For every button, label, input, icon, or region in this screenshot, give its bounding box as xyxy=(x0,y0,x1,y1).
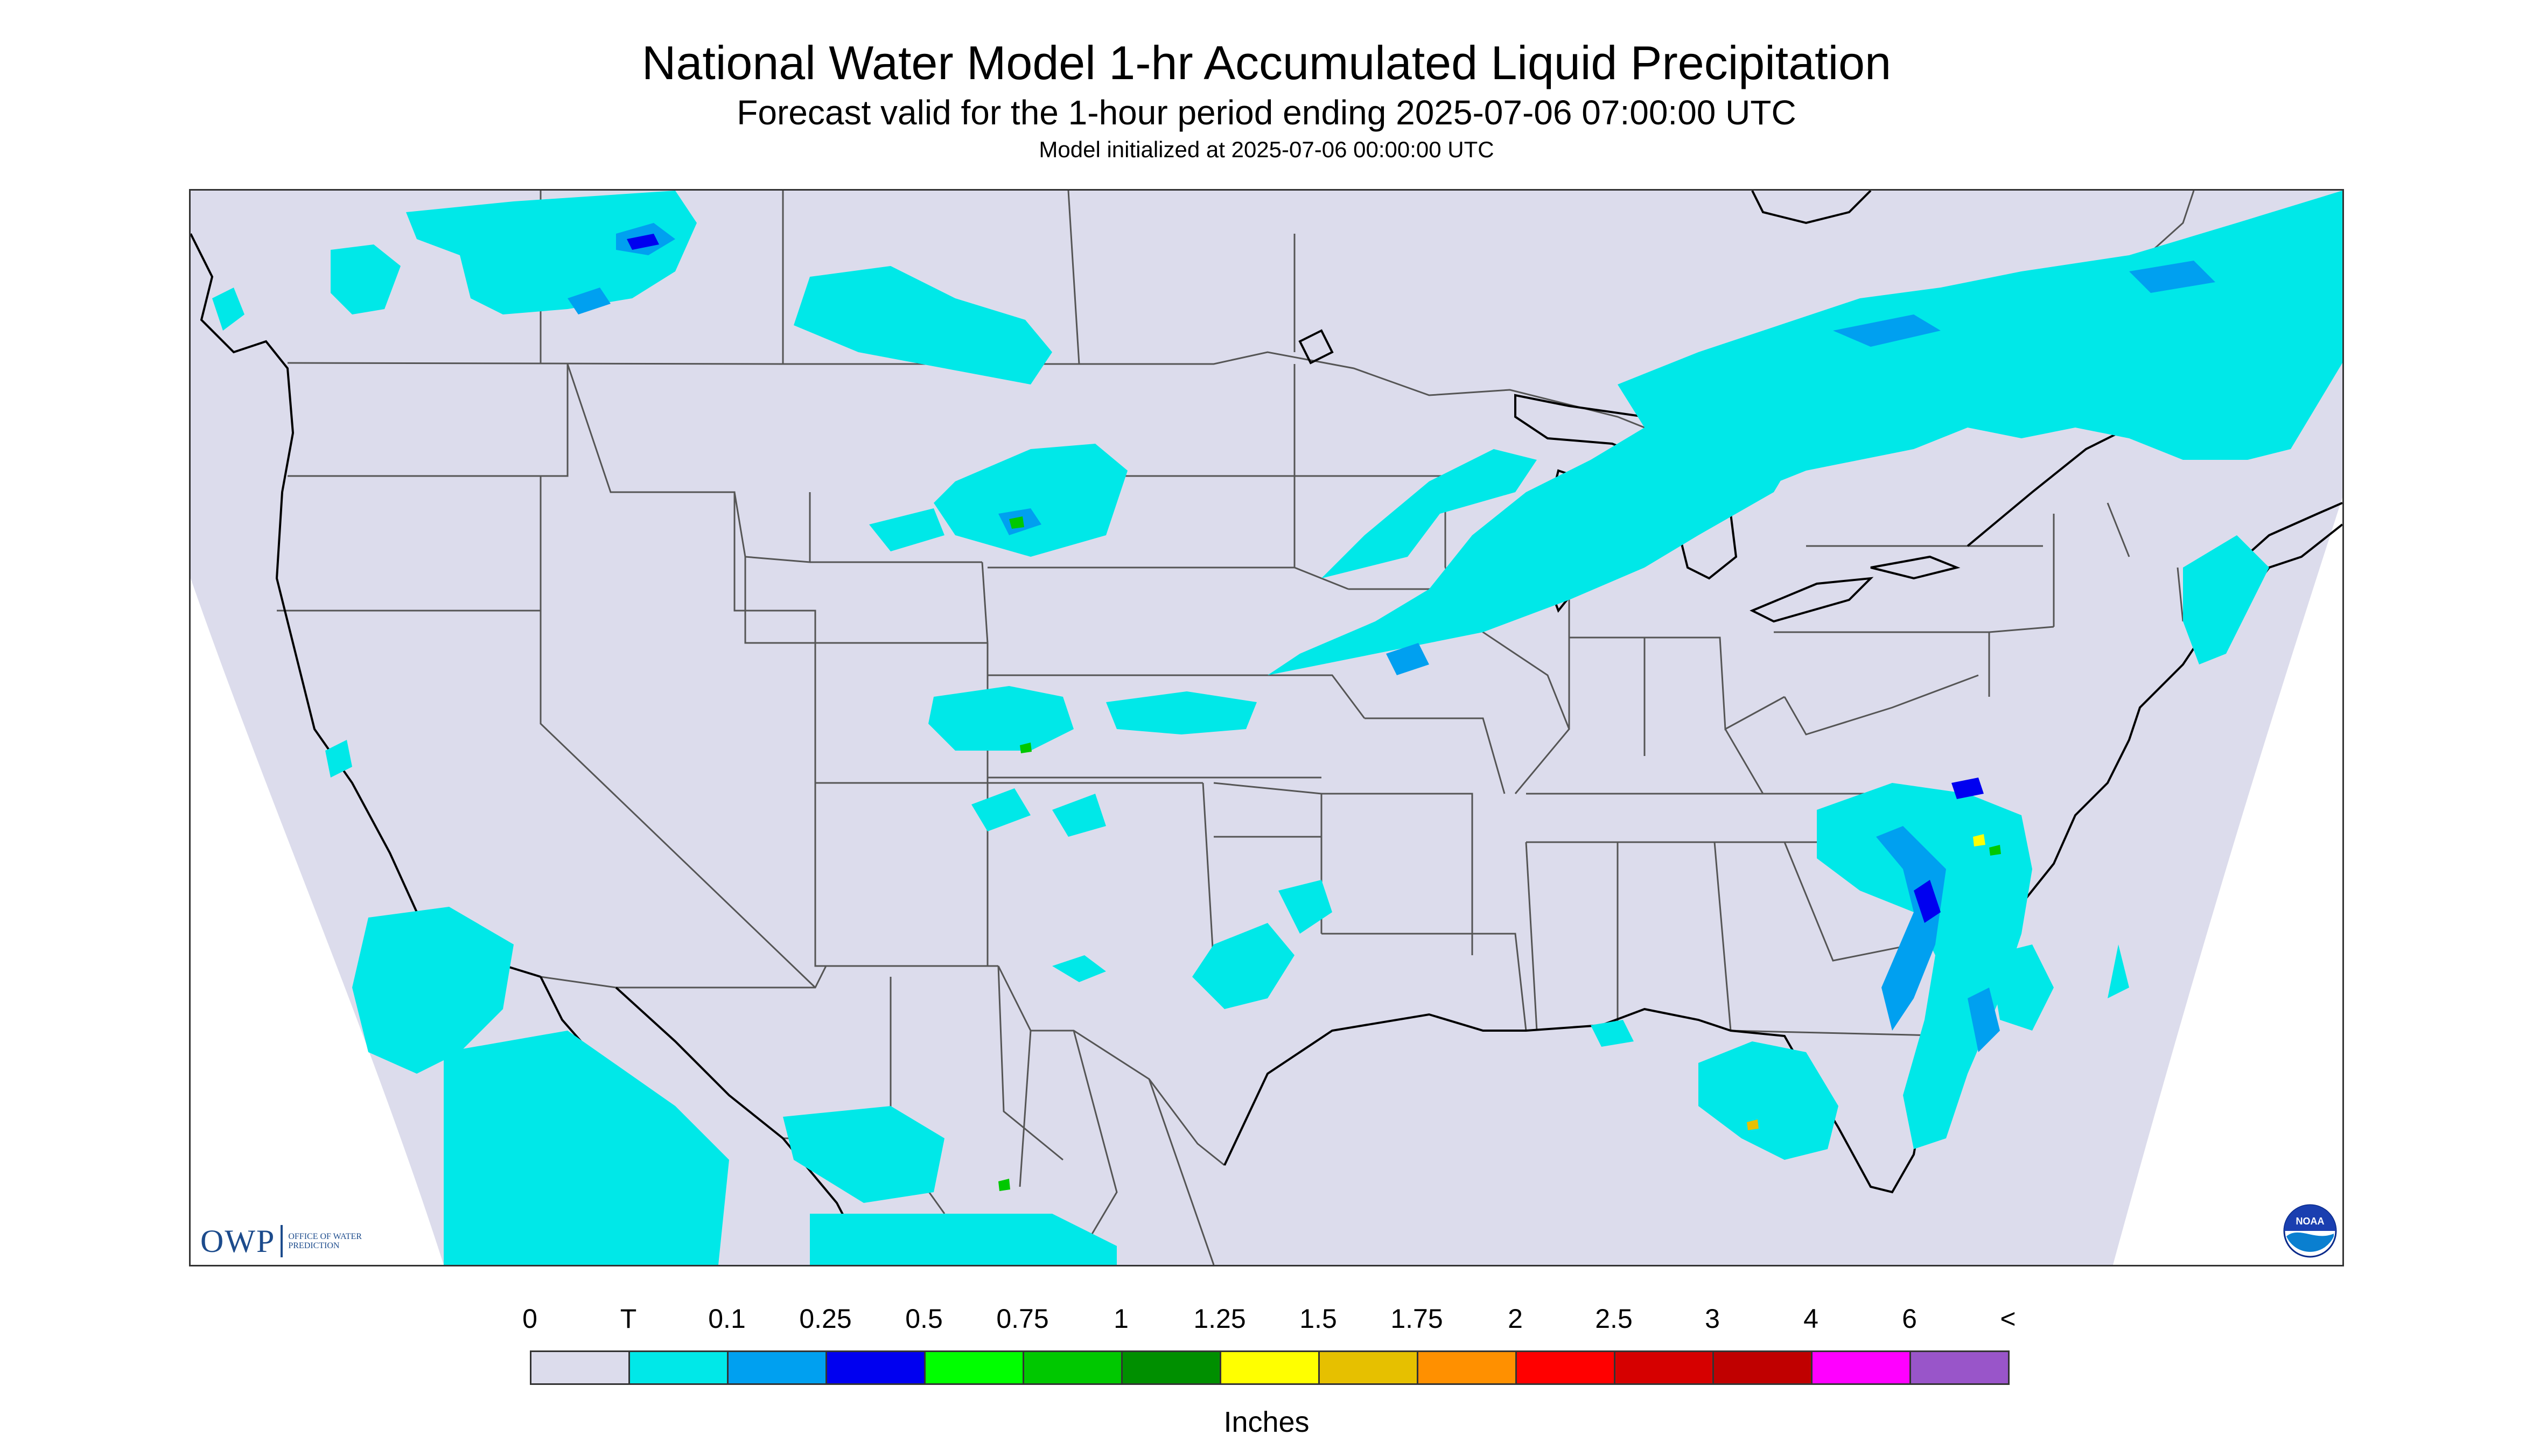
legend-color-swatch xyxy=(1909,1350,2010,1385)
noaa-logo-label: NOAA xyxy=(2296,1216,2325,1227)
forecast-valid-subtitle: Forecast valid for the 1-hour period end… xyxy=(737,93,1796,132)
legend-tick-label: 1.75 xyxy=(1390,1304,1443,1334)
model-init-text: Model initialized at 2025-07-06 00:00:00… xyxy=(1039,137,1494,162)
precip-0-25 xyxy=(627,234,1984,923)
legend-tick-label: 0.25 xyxy=(799,1304,852,1334)
legend-color-swatch xyxy=(530,1350,630,1385)
legend-tick-label: 2 xyxy=(1508,1304,1523,1334)
legend-tick-label: 0.1 xyxy=(708,1304,746,1334)
legend-color-swatch xyxy=(1417,1350,1517,1385)
owp-logo: OWP OFFICE OF WATER PREDICTION xyxy=(200,1222,369,1260)
legend-color-swatch xyxy=(1023,1350,1123,1385)
legend-color-swatch xyxy=(1318,1350,1418,1385)
legend-tick-label: 4 xyxy=(1803,1304,1818,1334)
precip-trace xyxy=(212,191,2342,1265)
precip-0-1 xyxy=(568,223,2215,1052)
legend-tick-label: 1.5 xyxy=(1299,1304,1337,1334)
legend-color-swatch xyxy=(924,1350,1024,1385)
legend-tick-label: T xyxy=(620,1304,637,1334)
precip-0-5-plus xyxy=(998,516,2001,1191)
legend-tick-label: 6 xyxy=(1902,1304,1917,1334)
owp-logo-mark: OWP xyxy=(200,1223,276,1259)
legend-color-swatch xyxy=(825,1350,926,1385)
legend-tick-label: 2.5 xyxy=(1595,1304,1633,1334)
noaa-logo-icon: NOAA xyxy=(2283,1204,2337,1258)
legend-units-label: Inches xyxy=(1223,1406,1310,1438)
legend-tick-label: 1.25 xyxy=(1193,1304,1246,1334)
map-title: National Water Model 1-hr Accumulated Li… xyxy=(641,36,1892,89)
legend-color-swatch xyxy=(1614,1350,1714,1385)
legend-color-swatch xyxy=(628,1350,729,1385)
legend-color-swatch xyxy=(1121,1350,1221,1385)
legend-tick-label: 3 xyxy=(1705,1304,1720,1334)
owp-logo-divider xyxy=(281,1225,283,1257)
owp-logo-text: OFFICE OF WATER PREDICTION xyxy=(288,1232,362,1250)
precipitation-map[interactable] xyxy=(189,189,2344,1266)
legend-tick-label: 1 xyxy=(1114,1304,1129,1334)
legend-color-swatch xyxy=(1712,1350,1813,1385)
legend-tick-label: 0.75 xyxy=(996,1304,1049,1334)
legend-color-swatch xyxy=(1811,1350,1911,1385)
precip-legend: 0 T 0.1 0.25 0.5 0.75 1 1.25 1.5 1.75 2 2.5 3 4 6 < Inc… xyxy=(0,1292,2533,1454)
legend-color-swatch xyxy=(1220,1350,1320,1385)
legend-color-swatch xyxy=(727,1350,827,1385)
legend-tick-label: 0.5 xyxy=(905,1304,943,1334)
legend-color-swatch xyxy=(1515,1350,1615,1385)
legend-tick-label: < xyxy=(2000,1304,2016,1334)
legend-tick-label: 0 xyxy=(522,1304,537,1334)
